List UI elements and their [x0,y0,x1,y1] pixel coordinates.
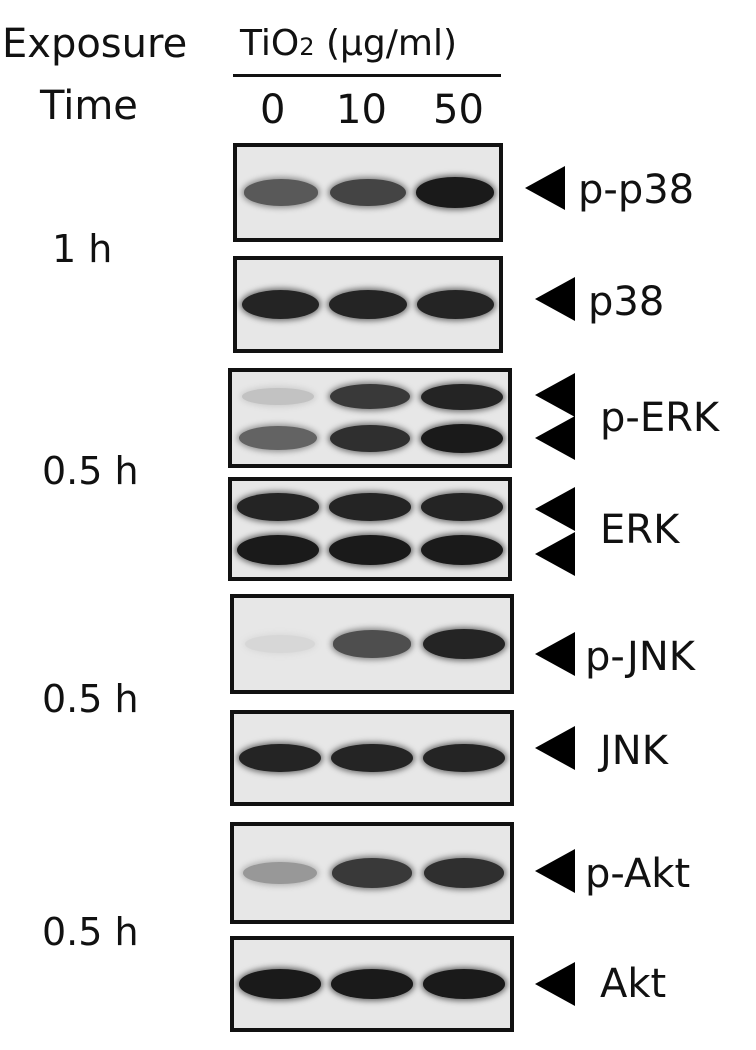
blot-band [330,178,406,207]
blot-band [330,969,414,999]
blot-panel-p-JNK [230,594,514,694]
protein-label: Akt [600,961,667,1007]
blot-band [423,629,505,659]
blot-band-lower [239,426,317,451]
blot-band [423,858,505,888]
arrow-marker-icon [525,166,565,210]
blot-band-upper [329,493,411,521]
arrow-marker-icon [535,962,575,1006]
time-group-label: 1 h [52,227,113,271]
time-group-label: 0.5 h [42,677,139,721]
blot-band-upper [421,383,503,410]
blot-band [331,858,412,888]
blot-band-lower [236,535,320,566]
arrow-marker-icon [535,632,575,676]
blot-band-lower [420,535,504,566]
arrow-marker-icon [535,416,575,460]
blot-band [422,969,506,999]
lane-label-10: 10 [336,87,387,133]
time-label: Time [40,83,138,129]
blot-band [331,743,413,773]
blot-panel-p-Akt [230,822,514,924]
blot-band-upper [237,493,319,521]
blot-band [416,290,494,319]
protein-label: p-p38 [578,167,695,213]
blot-band [416,177,495,208]
blot-panel-p-p38 [233,143,503,242]
blot-panel-Akt [230,936,514,1032]
protein-label: p-Akt [585,851,691,897]
arrow-marker-icon [535,277,575,321]
treatment-label: TiO2 (µg/ml) [240,23,458,64]
arrow-marker-icon [535,373,575,417]
blot-band-upper [242,388,314,406]
treatment-underline [233,74,501,77]
blot-band-upper [421,493,503,521]
exposure-label: Exposure [2,21,188,67]
blot-panel-JNK [230,710,514,806]
time-group-label: 0.5 h [42,910,139,954]
protein-label: ERK [600,507,680,553]
blot-panel-ERK [228,477,512,581]
blot-band [242,290,320,319]
blot-band [243,179,318,206]
protein-label: p-ERK [600,395,720,441]
blot-band-lower [329,424,411,452]
protein-label: p-JNK [585,634,695,680]
blot-band [245,635,315,653]
time-group-label: 0.5 h [42,449,139,493]
blot-band-upper [329,384,410,410]
protein-label: JNK [600,728,668,774]
arrow-marker-icon [535,487,575,531]
protein-label: p38 [588,279,665,325]
blot-panel-p38 [233,256,503,353]
lane-label-50: 50 [433,87,484,133]
blot-band-lower [328,535,412,566]
blot-band-lower [420,423,504,453]
arrow-marker-icon [535,532,575,576]
blot-band [239,743,321,773]
blot-band [329,290,407,319]
arrow-marker-icon [535,849,575,893]
blot-band [332,630,412,658]
blot-panel-p-ERK [228,368,512,468]
blot-band [243,861,317,885]
blot-band [423,743,505,773]
lane-label-0: 0 [260,87,286,133]
arrow-marker-icon [535,726,575,770]
blot-band [238,969,322,999]
